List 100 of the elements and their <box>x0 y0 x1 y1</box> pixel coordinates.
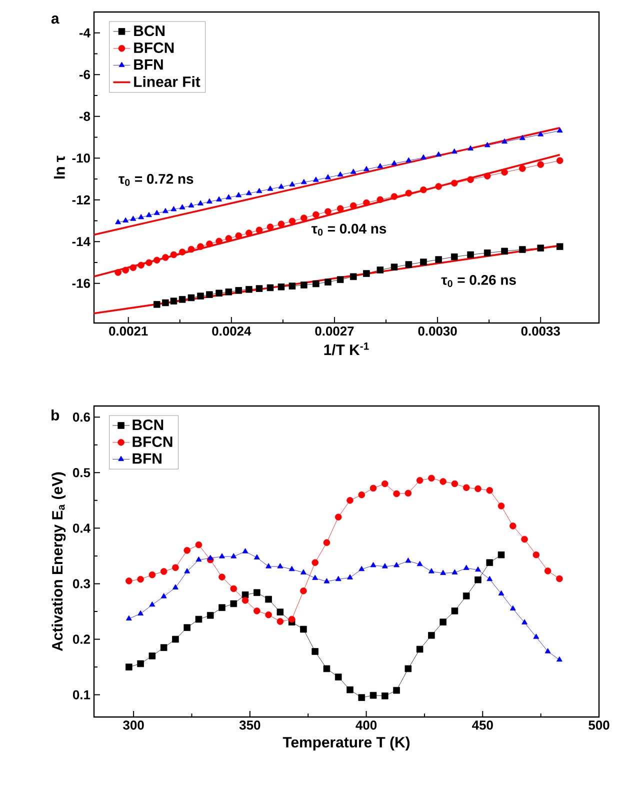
point <box>267 186 274 191</box>
point <box>198 200 204 206</box>
legend-label: Linear Fit <box>134 76 200 88</box>
point <box>126 578 132 584</box>
x-axis-title: 1/T K$^{-1}$ <box>324 342 369 356</box>
point <box>428 474 435 482</box>
point <box>216 238 222 245</box>
point <box>236 192 242 198</box>
y-axis-title: ln τ <box>54 156 65 178</box>
point <box>196 556 202 562</box>
point <box>486 559 494 566</box>
point <box>162 254 169 261</box>
point <box>324 278 332 286</box>
point <box>114 269 122 276</box>
point <box>346 686 354 694</box>
point <box>146 259 152 266</box>
point <box>501 168 508 176</box>
point <box>346 497 354 504</box>
point <box>230 585 238 592</box>
point <box>254 589 260 596</box>
point <box>420 154 426 160</box>
point <box>312 648 318 655</box>
point <box>498 502 505 510</box>
point <box>289 181 296 186</box>
point <box>416 560 423 566</box>
point <box>393 686 400 694</box>
point <box>137 576 144 583</box>
point <box>170 206 177 212</box>
y-tick-label: -12 <box>72 195 90 204</box>
point <box>450 253 458 260</box>
point <box>276 618 284 625</box>
point <box>225 235 232 242</box>
point <box>428 568 434 574</box>
point <box>370 562 376 568</box>
point <box>235 287 242 294</box>
point <box>230 600 238 608</box>
point <box>162 208 168 214</box>
x-tick-label: 0.0030 <box>418 326 457 336</box>
point <box>160 644 168 651</box>
point <box>382 692 388 700</box>
point <box>188 246 195 253</box>
point <box>300 214 308 222</box>
point <box>336 205 344 212</box>
point <box>510 605 516 610</box>
point <box>242 548 248 554</box>
point <box>350 202 357 210</box>
point <box>537 244 544 252</box>
legend-label: BCN <box>132 420 164 430</box>
point <box>288 218 296 225</box>
point <box>266 284 274 292</box>
text: b <box>52 410 60 420</box>
point <box>242 591 249 598</box>
point <box>300 282 308 288</box>
point <box>393 490 400 498</box>
point <box>502 138 508 144</box>
point <box>544 648 551 654</box>
x-tick-label: 0.0021 <box>109 326 148 336</box>
point <box>324 208 332 215</box>
y-tick-label: 0.3 <box>72 579 90 588</box>
point <box>519 246 526 253</box>
point <box>195 541 202 548</box>
point <box>358 694 366 701</box>
point <box>278 184 284 189</box>
y-tick-label: -8 <box>79 112 90 121</box>
point <box>226 194 232 200</box>
point <box>219 553 225 558</box>
point <box>420 258 427 266</box>
point <box>510 522 516 530</box>
point <box>288 616 296 623</box>
point <box>162 299 169 306</box>
point <box>195 616 202 623</box>
point <box>468 145 474 150</box>
point <box>324 578 330 584</box>
point <box>363 166 370 172</box>
point <box>254 608 260 614</box>
point <box>440 570 446 575</box>
point <box>277 563 284 568</box>
annotation: τ$_{0}$ = 0.26 ns <box>441 275 516 288</box>
point <box>254 554 260 560</box>
point <box>278 220 285 228</box>
point <box>218 574 226 580</box>
point <box>390 193 398 200</box>
point <box>172 584 178 590</box>
legend-label: BFN <box>134 59 163 70</box>
y-tick-label: -10 <box>72 154 90 163</box>
x-tick-label: 0.0024 <box>212 326 252 336</box>
point <box>256 285 263 292</box>
point <box>467 251 474 258</box>
point <box>288 282 296 290</box>
point <box>184 568 190 574</box>
point <box>188 294 195 302</box>
point <box>519 134 526 140</box>
point <box>256 188 262 194</box>
point <box>556 656 562 662</box>
y-tick-label: 0.4 <box>72 524 90 533</box>
legend-label: BFCN <box>132 436 172 447</box>
point <box>382 563 388 568</box>
point <box>435 256 442 263</box>
point <box>522 619 528 624</box>
point <box>206 291 213 298</box>
